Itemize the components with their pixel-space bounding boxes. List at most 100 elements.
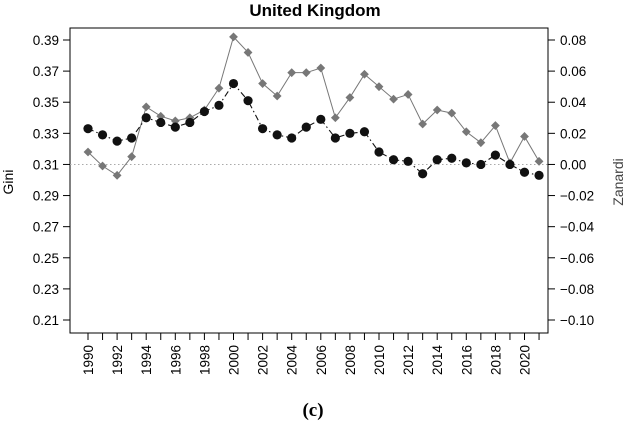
gini-point <box>403 156 413 166</box>
left-y-tick-label: 0.23 <box>33 282 59 297</box>
gini-series-line <box>87 82 540 176</box>
y-axis-label-right: Zanardi <box>610 158 626 205</box>
gini-point <box>228 78 239 89</box>
zanardi-point <box>127 152 137 162</box>
zanardi-point <box>156 111 166 121</box>
gini-point <box>505 159 515 170</box>
gini-point <box>243 96 253 106</box>
zanardi-point <box>316 63 326 73</box>
zanardi-point <box>403 90 413 99</box>
x-tick-label: 1992 <box>110 345 125 375</box>
right-y-tick-label: −0.04 <box>560 220 595 235</box>
x-tick-label: 2016 <box>459 345 474 375</box>
x-tick-label: 2008 <box>343 345 358 375</box>
zanardi-point <box>476 138 486 148</box>
x-tick-label: 2020 <box>518 345 533 375</box>
left-y-axis: 0.21 0.23 0.25 0.27 0.29 0.31 0.33 0.35 0.37 0.39 <box>33 33 70 328</box>
right-y-axis: −0.10 −0.08 −0.06 −0.04 −0.02 0.00 0.02 0.04 0.0… <box>548 33 595 328</box>
gini-point <box>214 100 224 110</box>
right-y-tick-label: 0.00 <box>560 157 586 172</box>
plot-area-frame <box>69 27 549 334</box>
zanardi-point <box>243 48 253 57</box>
chart-title: United Kingdom <box>249 1 380 20</box>
right-y-tick-label: 0.06 <box>560 64 586 79</box>
x-tick-label: 2004 <box>285 345 300 376</box>
zanardi-point <box>447 108 457 118</box>
left-y-tick-label: 0.27 <box>33 220 59 235</box>
gini-point <box>170 122 180 132</box>
zanardi-point <box>141 102 151 112</box>
zanardi-point <box>301 68 311 78</box>
gini-point <box>156 117 166 128</box>
y-axis-label-left: Gini <box>0 170 16 195</box>
gini-point <box>127 133 137 143</box>
zanardi-point <box>272 91 282 101</box>
zanardi-point <box>491 121 500 130</box>
zanardi-point <box>360 69 369 79</box>
gini-point <box>432 155 442 165</box>
zanardi-point <box>389 94 398 104</box>
x-tick-label: 2006 <box>314 345 329 375</box>
gini-point <box>388 155 399 165</box>
gini-point <box>83 124 93 134</box>
zanardi-point <box>185 113 195 123</box>
x-tick-label: 2012 <box>401 345 416 375</box>
x-tick-label: 1994 <box>139 345 154 376</box>
right-y-tick-label: 0.02 <box>560 126 586 141</box>
zanardi-point <box>83 147 93 157</box>
x-tick-label: 2018 <box>488 345 503 375</box>
gini-point <box>461 158 471 168</box>
right-y-tick-label: −0.08 <box>560 282 594 297</box>
zanardi-point <box>229 32 238 42</box>
zanardi-series-line <box>87 35 540 177</box>
left-y-tick-label: 0.31 <box>33 157 59 172</box>
right-y-tick-label: 0.04 <box>560 95 587 110</box>
zanardi-point <box>432 105 442 115</box>
x-tick-label: 1996 <box>168 345 183 375</box>
x-tick-label: 1990 <box>81 345 96 375</box>
right-y-tick-label: −0.02 <box>560 189 594 204</box>
x-tick-label: 1998 <box>197 345 212 375</box>
right-y-tick-label: −0.10 <box>560 313 594 328</box>
x-tick-label: 2002 <box>256 345 271 375</box>
gini-point <box>258 124 268 134</box>
gini-point <box>97 130 108 140</box>
gini-point <box>374 147 384 157</box>
left-y-tick-label: 0.35 <box>33 95 59 110</box>
gini-point <box>534 170 544 180</box>
zanardi-point <box>170 116 180 126</box>
gini-point <box>185 117 195 128</box>
left-y-tick-label: 0.21 <box>33 313 59 328</box>
zanardi-point <box>520 132 529 141</box>
gini-point <box>272 130 282 140</box>
gini-point <box>447 153 457 163</box>
gini-point <box>112 136 122 146</box>
left-y-tick-label: 0.25 <box>33 251 59 266</box>
zanardi-point <box>258 79 267 88</box>
zanardi-point <box>374 82 384 92</box>
gini-point <box>476 159 486 170</box>
left-y-tick-label: 0.39 <box>33 33 59 48</box>
zanardi-point <box>461 127 471 137</box>
gini-point <box>141 113 151 123</box>
gini-point <box>519 167 530 177</box>
left-y-tick-label: 0.33 <box>33 126 59 141</box>
gini-point <box>490 150 500 160</box>
gini-point <box>199 106 209 117</box>
right-y-tick-label: 0.08 <box>560 33 586 48</box>
zanardi-point <box>287 68 297 78</box>
x-axis: 1990 1992 1994 1996 1998 2000 2002 2004 2006 2008… <box>81 333 540 376</box>
zanardi-point <box>418 119 428 129</box>
gini-point <box>287 133 297 143</box>
gini-point <box>418 169 428 179</box>
zanardi-point <box>330 113 340 123</box>
x-tick-label: 2010 <box>372 345 387 375</box>
right-y-tick-label: −0.06 <box>560 251 594 266</box>
zanardi-point <box>214 83 224 93</box>
zanardi-point <box>534 156 544 166</box>
x-tick-label: 2014 <box>430 345 445 376</box>
gini-point <box>330 133 340 143</box>
left-y-tick-label: 0.29 <box>33 189 59 204</box>
x-tick-label: 2000 <box>227 345 242 375</box>
